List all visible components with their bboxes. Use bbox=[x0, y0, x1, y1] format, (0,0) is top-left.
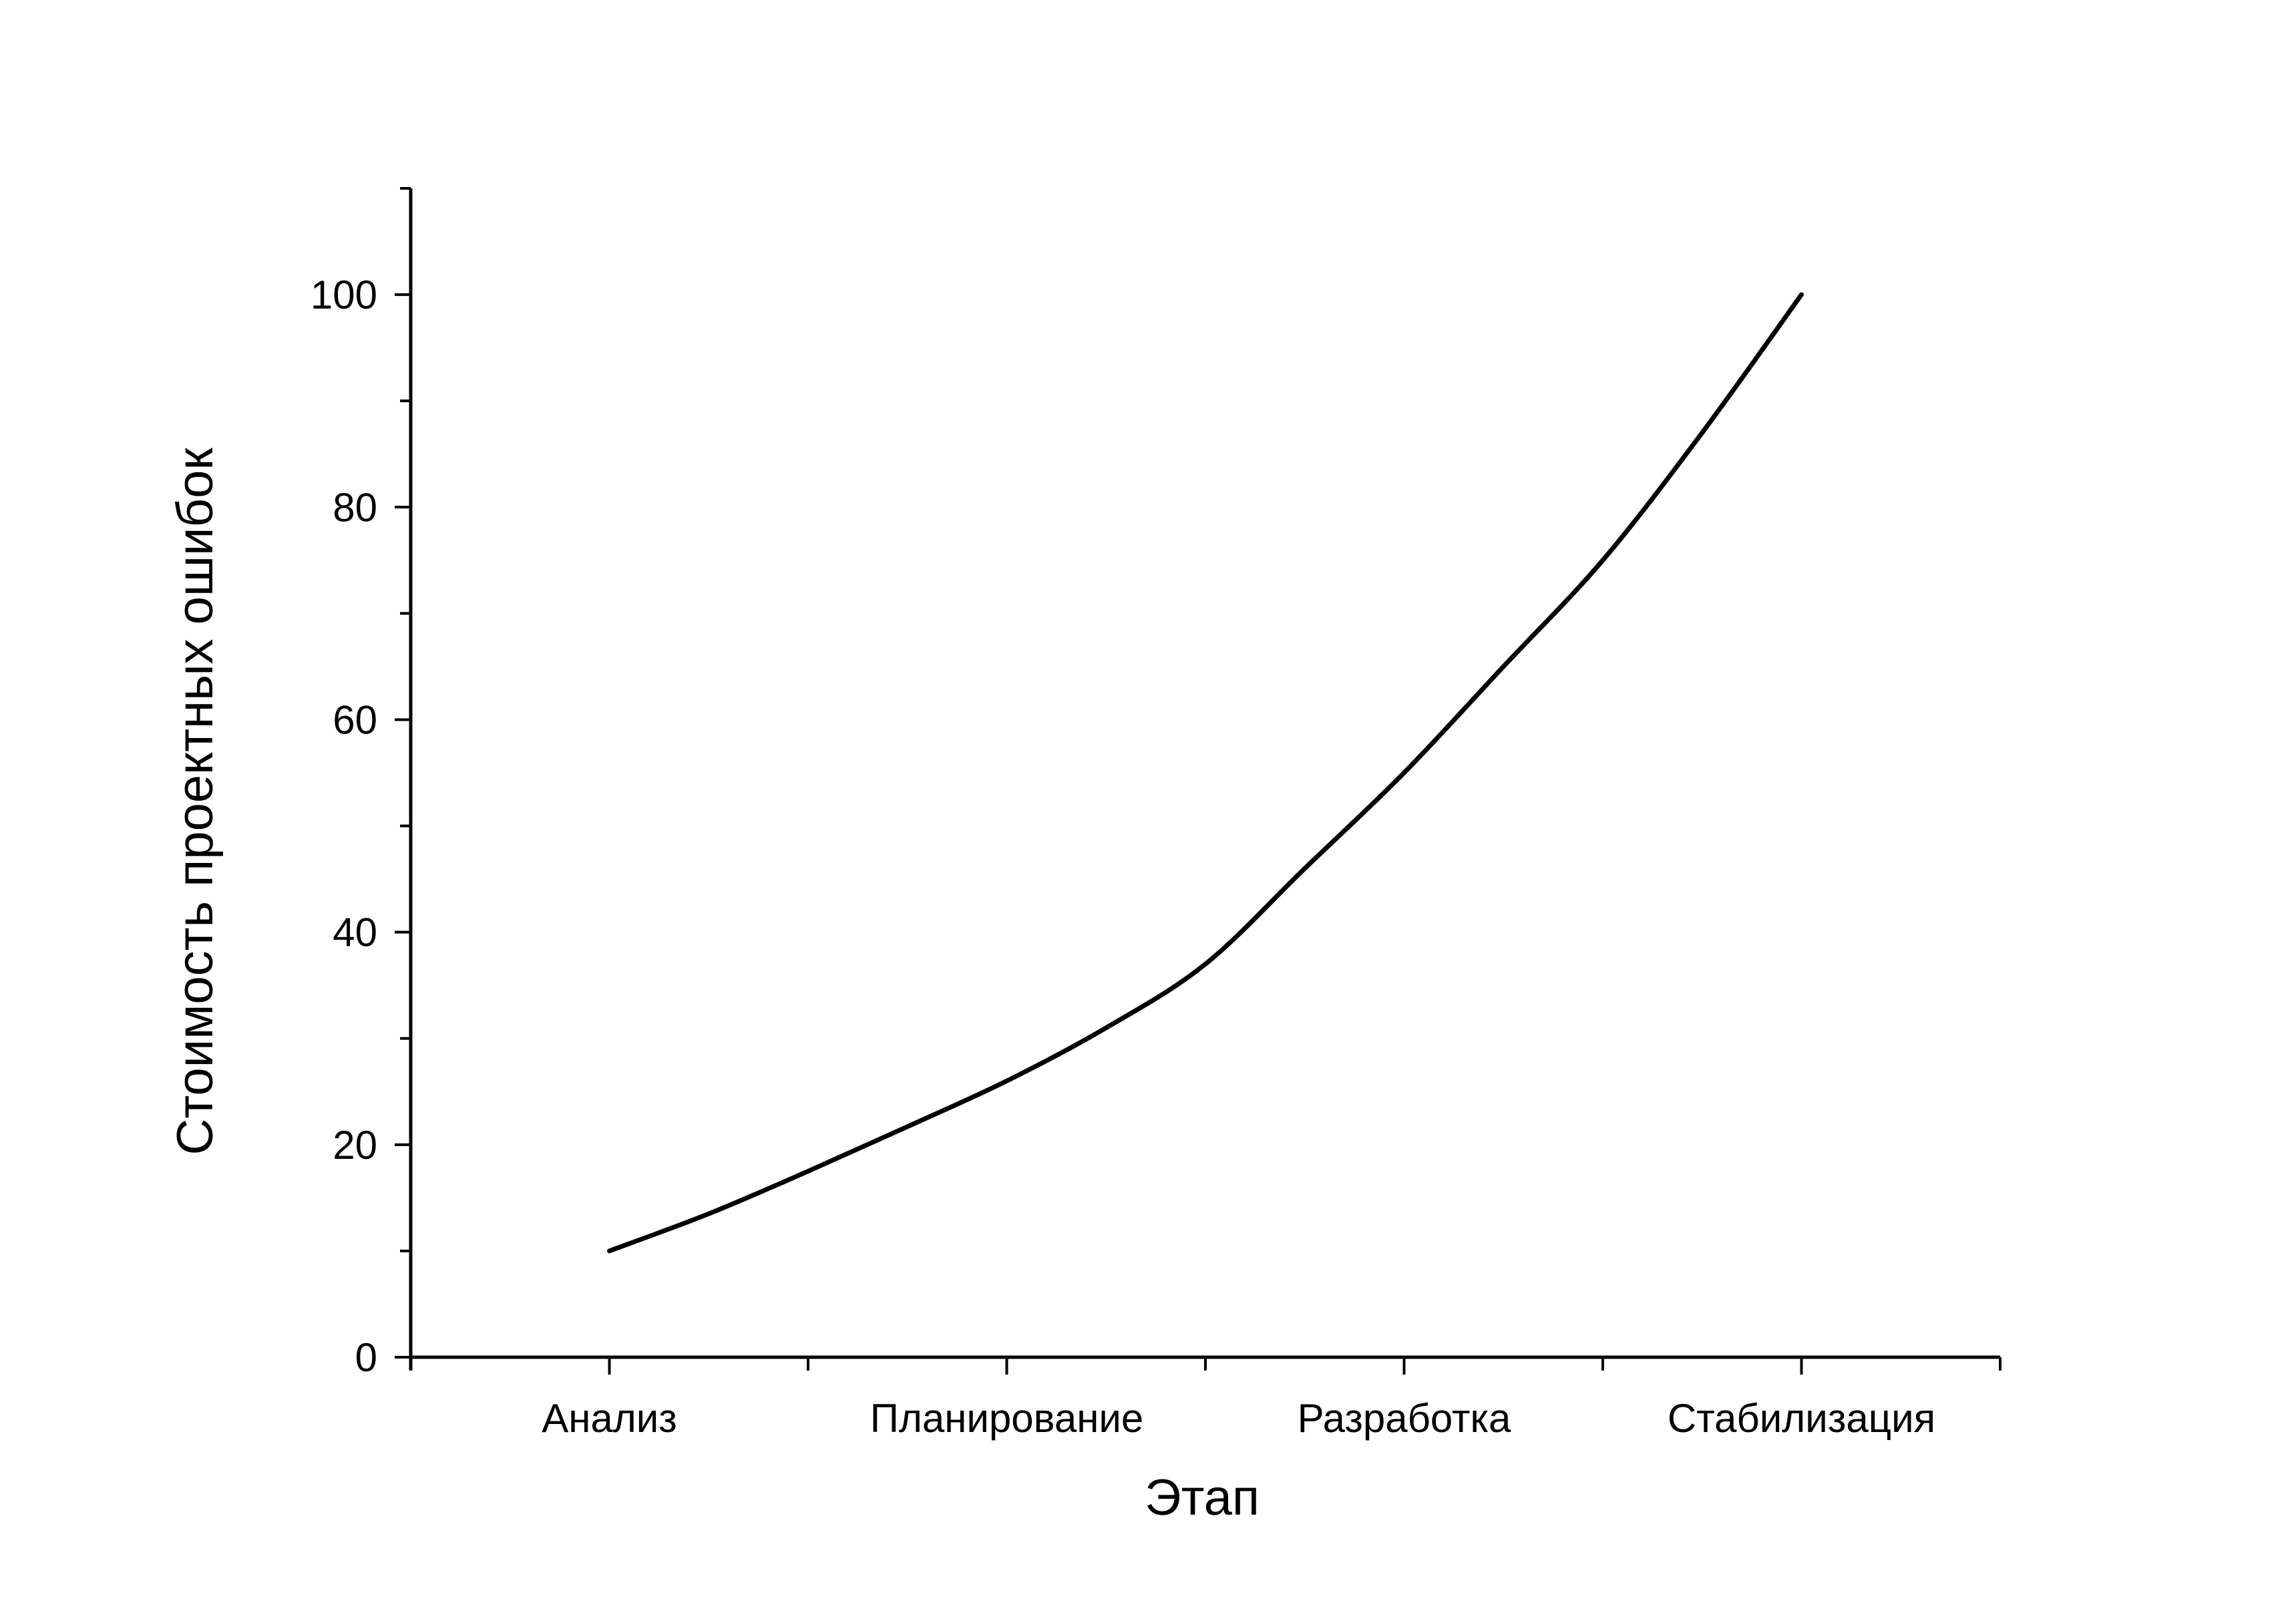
y-tick-label: 60 bbox=[333, 697, 377, 742]
y-tick-label: 40 bbox=[333, 910, 377, 955]
series-line bbox=[607, 292, 1804, 1254]
x-axis-title: Этап bbox=[1145, 1469, 1260, 1526]
series-layer bbox=[607, 292, 1804, 1254]
y-tick-label: 0 bbox=[355, 1335, 377, 1380]
y-tick-label: 20 bbox=[333, 1123, 377, 1168]
x-ticks: Анализ Планирование Разработка Стабилизация bbox=[409, 1357, 2001, 1441]
y-ticks: 0 20 40 60 80 100 bbox=[311, 187, 411, 1380]
y-tick-label: 80 bbox=[333, 485, 377, 530]
x-tick-label: Разработка bbox=[1298, 1396, 1511, 1441]
x-tick-label: Планирование bbox=[870, 1396, 1143, 1441]
y-tick-label: 100 bbox=[311, 273, 377, 317]
y-axis-title: Стоимость проектных ошибок bbox=[167, 448, 224, 1155]
x-tick-label: Стабилизация bbox=[1668, 1396, 1935, 1441]
axes bbox=[409, 188, 2000, 1371]
x-tick-label: Анализ bbox=[542, 1396, 677, 1441]
